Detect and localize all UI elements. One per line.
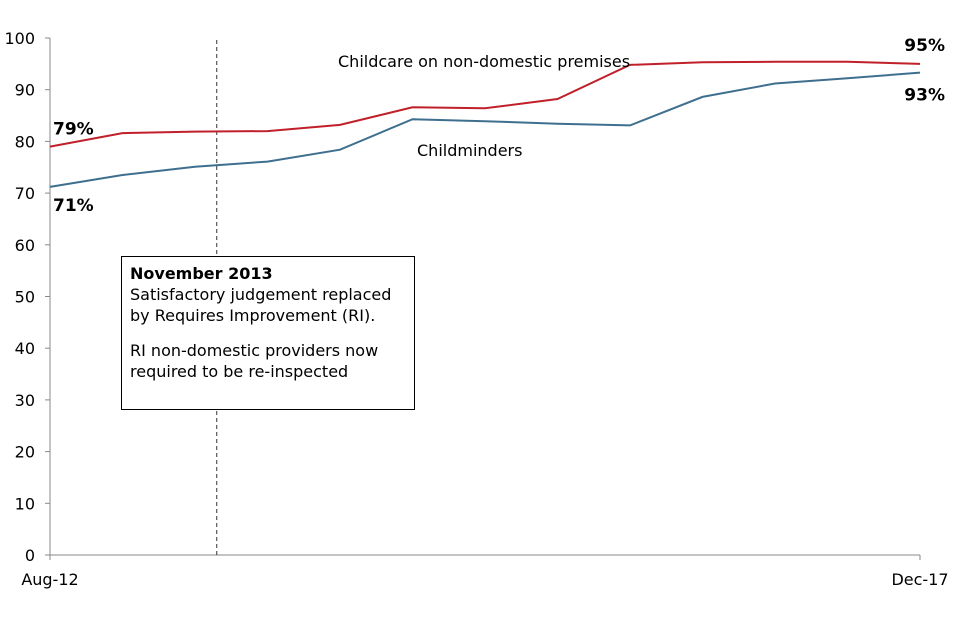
- y-tick-label: 80: [15, 132, 35, 151]
- y-tick-label: 70: [15, 184, 35, 203]
- annotation-title: November 2013: [130, 264, 273, 283]
- annotation-gap: [130, 326, 414, 340]
- end-label-childminders: 93%: [904, 86, 945, 106]
- end-label-non-domestic: 95%: [904, 36, 945, 56]
- y-tick-label: 60: [15, 236, 35, 255]
- annotation-line-1: Satisfactory judgement replaced: [130, 285, 392, 304]
- annotation-line-3: RI non-domestic providers now: [130, 341, 379, 360]
- series-line-non-domestic: [49, 60, 921, 148]
- series-label-non-domestic: Childcare on non-domestic premises: [338, 52, 630, 71]
- annotation-box: November 2013 Satisfactory judgement rep…: [121, 256, 415, 410]
- annotation-line-2: by Requires Improvement (RI).: [130, 306, 376, 325]
- series-line-childminders: [49, 71, 921, 188]
- series-label-childminders: Childminders: [417, 141, 522, 160]
- series-labels: Childcare on non-domestic premises Childm…: [53, 36, 945, 216]
- series-lines: [49, 60, 921, 188]
- start-label-non-domestic: 79%: [53, 120, 94, 140]
- start-label-childminders: 71%: [53, 196, 94, 216]
- y-tick-label: 90: [15, 81, 35, 100]
- y-tick-label: 30: [15, 391, 35, 410]
- y-tick-label: 50: [15, 288, 35, 307]
- x-tick-label: Dec-17: [891, 570, 948, 589]
- y-tick-label: 0: [25, 546, 35, 565]
- y-tick-label: 10: [15, 494, 35, 513]
- annotation-line-4: required to be re-inspected: [130, 362, 349, 381]
- axes: 0 10 20 30 40 50 60 70 80 90 100 Aug-12 Dec-17: [4, 29, 948, 589]
- y-tick-label: 40: [15, 339, 35, 358]
- y-tick-label: 100: [4, 29, 35, 48]
- x-tick-label: Aug-12: [21, 570, 78, 589]
- y-tick-label: 20: [15, 443, 35, 462]
